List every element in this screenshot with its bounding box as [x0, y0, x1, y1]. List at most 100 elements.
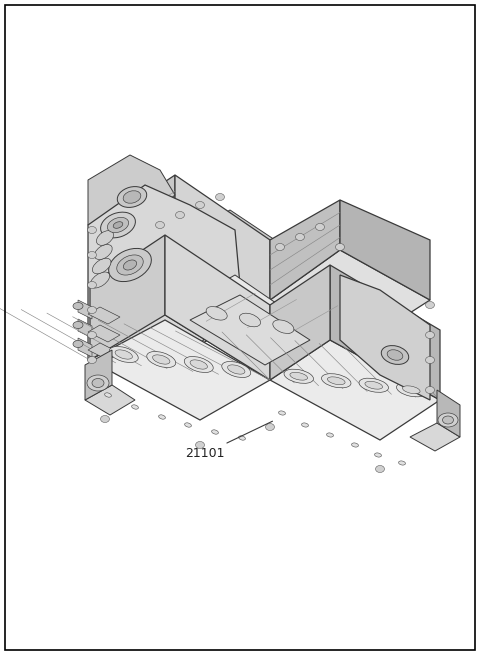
Ellipse shape [296, 233, 304, 240]
Polygon shape [410, 423, 460, 451]
Ellipse shape [90, 272, 109, 288]
Polygon shape [78, 338, 92, 357]
Ellipse shape [156, 221, 165, 229]
Ellipse shape [336, 244, 345, 250]
Polygon shape [85, 385, 135, 415]
Ellipse shape [195, 441, 204, 449]
Polygon shape [78, 319, 92, 338]
Ellipse shape [375, 466, 384, 472]
Ellipse shape [284, 369, 313, 383]
Ellipse shape [327, 377, 345, 384]
Polygon shape [270, 200, 340, 300]
Ellipse shape [185, 423, 192, 427]
Ellipse shape [326, 433, 334, 437]
Ellipse shape [109, 346, 138, 362]
Ellipse shape [87, 282, 96, 288]
Ellipse shape [93, 258, 111, 274]
Polygon shape [165, 235, 270, 380]
Ellipse shape [73, 341, 83, 348]
Ellipse shape [108, 217, 129, 233]
Ellipse shape [123, 260, 137, 270]
Polygon shape [88, 343, 120, 360]
Ellipse shape [222, 362, 251, 377]
Ellipse shape [290, 372, 308, 380]
Ellipse shape [425, 356, 434, 364]
Polygon shape [437, 390, 460, 437]
Ellipse shape [87, 252, 96, 259]
Text: 21101: 21101 [185, 421, 273, 460]
Polygon shape [175, 175, 270, 300]
Polygon shape [240, 275, 330, 350]
Ellipse shape [195, 202, 204, 208]
Ellipse shape [87, 356, 96, 364]
Ellipse shape [87, 307, 96, 314]
Polygon shape [90, 235, 165, 360]
Ellipse shape [115, 350, 132, 359]
Ellipse shape [113, 221, 123, 229]
Polygon shape [330, 265, 440, 400]
Ellipse shape [158, 415, 166, 419]
Polygon shape [155, 275, 240, 350]
Ellipse shape [87, 227, 96, 233]
Ellipse shape [322, 373, 351, 388]
Polygon shape [340, 200, 430, 300]
Polygon shape [88, 155, 175, 225]
Ellipse shape [73, 322, 83, 329]
Ellipse shape [425, 301, 434, 309]
Ellipse shape [402, 386, 420, 394]
Ellipse shape [396, 383, 426, 397]
Polygon shape [190, 295, 310, 365]
Ellipse shape [216, 193, 225, 200]
Ellipse shape [87, 331, 96, 339]
Polygon shape [340, 275, 430, 400]
Polygon shape [155, 250, 330, 350]
Ellipse shape [425, 331, 434, 339]
Ellipse shape [117, 187, 147, 208]
Ellipse shape [206, 307, 227, 320]
Ellipse shape [87, 375, 109, 391]
Polygon shape [255, 235, 305, 290]
Ellipse shape [443, 416, 454, 424]
Ellipse shape [105, 393, 111, 397]
Ellipse shape [123, 191, 141, 203]
Ellipse shape [108, 248, 151, 282]
Polygon shape [100, 175, 175, 285]
Ellipse shape [359, 378, 388, 392]
Ellipse shape [117, 255, 143, 275]
Ellipse shape [276, 244, 285, 250]
Polygon shape [250, 240, 320, 325]
Polygon shape [165, 225, 320, 325]
Polygon shape [90, 320, 270, 420]
Ellipse shape [147, 352, 176, 367]
Polygon shape [100, 240, 270, 345]
Ellipse shape [132, 405, 138, 409]
Ellipse shape [278, 411, 286, 415]
Ellipse shape [365, 381, 383, 389]
Ellipse shape [153, 355, 170, 364]
Ellipse shape [184, 356, 213, 373]
Ellipse shape [425, 386, 434, 394]
Ellipse shape [100, 415, 109, 422]
Ellipse shape [273, 320, 294, 333]
Polygon shape [270, 265, 330, 380]
Ellipse shape [239, 436, 245, 440]
Polygon shape [165, 275, 330, 380]
Polygon shape [78, 300, 92, 319]
Polygon shape [270, 340, 440, 440]
Ellipse shape [398, 461, 406, 465]
Ellipse shape [438, 413, 458, 427]
Ellipse shape [212, 430, 218, 434]
Ellipse shape [96, 231, 113, 246]
Ellipse shape [387, 350, 403, 360]
Ellipse shape [315, 223, 324, 231]
Polygon shape [88, 307, 120, 324]
Ellipse shape [381, 346, 409, 364]
Ellipse shape [190, 360, 207, 369]
Ellipse shape [95, 244, 112, 259]
Polygon shape [88, 185, 240, 380]
Ellipse shape [176, 212, 184, 219]
Ellipse shape [351, 443, 359, 447]
Polygon shape [88, 325, 120, 342]
Polygon shape [180, 210, 305, 290]
Ellipse shape [240, 313, 261, 327]
